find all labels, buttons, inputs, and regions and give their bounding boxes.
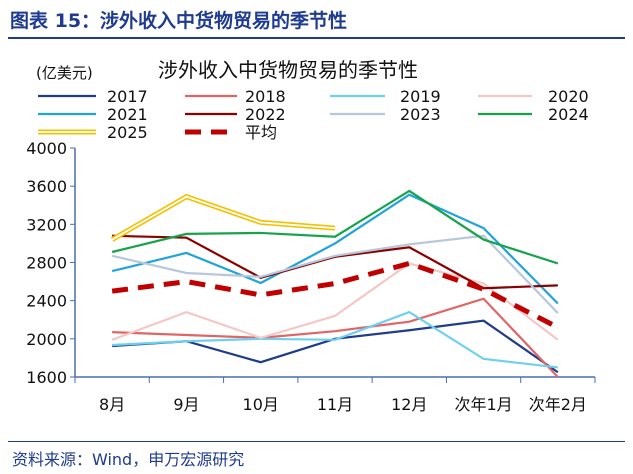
series-line-2019 [112,310,558,369]
series-line-平均 [111,260,559,330]
x-tick-label: 8月 [99,395,125,414]
y-tick-label: 4000 [26,139,67,158]
figure-title: 图表 15：涉外收入中货物贸易的季节性 [10,10,348,32]
source-note: 资料来源：Wind，申万宏源研究 [12,450,245,469]
series-line-2020 [111,262,559,341]
legend-label: 2024 [548,105,589,124]
legend-label: 2025 [107,123,148,142]
chart-title: 涉外收入中货物贸易的季节性 [158,58,418,82]
legend-label: 2023 [400,105,441,124]
footer-divider [8,441,625,442]
legend-label: 2021 [107,105,148,124]
title-divider [8,37,625,39]
series-line-2025-inner [111,195,336,241]
series-line-2023 [111,234,559,314]
y-tick-label: 3200 [26,215,67,234]
series-line-2024 [111,189,559,265]
series-line-2018 [112,297,559,378]
x-tick-label: 次年2月 [529,395,587,414]
line-chart: 涉外收入中货物贸易的季节性 (亿美元) 1600 2000 2400 2800 3200 36… [26,58,596,414]
x-tick-label: 12月 [391,395,427,414]
x-tick-label: 11月 [317,395,353,414]
y-tick-label: 2000 [26,330,67,349]
legend-label: 2019 [400,87,441,106]
legend-label: 2017 [107,87,148,106]
unit-label: (亿美元) [36,64,93,82]
x-tick-label: 次年1月 [454,395,512,414]
x-tick-label: 10月 [243,395,279,414]
x-tick-label: 9月 [173,395,199,414]
y-tick-label: 1600 [26,368,67,387]
legend-label: 平均 [245,123,277,142]
legend-label: 2022 [245,105,286,124]
legend-label: 2018 [245,87,286,106]
series-line-2021 [111,193,559,305]
series-line-2017 [112,319,559,374]
legend-label: 2020 [548,87,589,106]
y-tick-label: 2800 [26,254,67,273]
y-tick-label: 3600 [26,177,67,196]
y-tick-label: 2400 [26,292,67,311]
